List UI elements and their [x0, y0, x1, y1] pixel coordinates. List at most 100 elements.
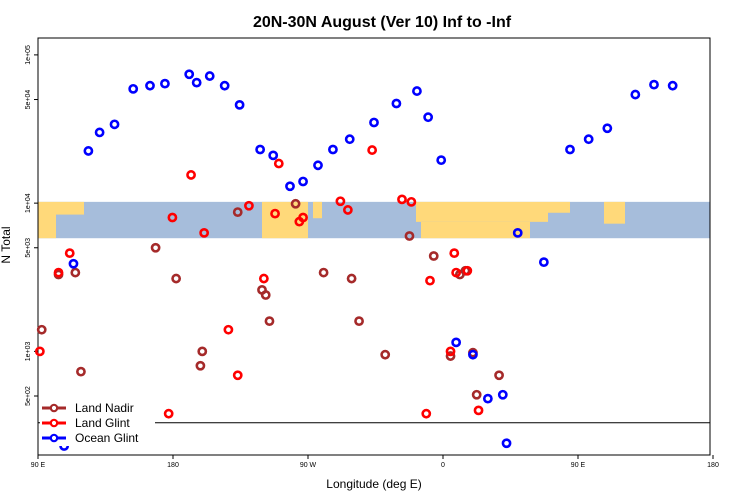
point-ocean-glint — [94, 127, 105, 138]
point-ocean-glint — [667, 80, 678, 91]
point-ocean-glint — [191, 77, 202, 88]
legend-marker-land-glint — [49, 418, 59, 428]
x-tick-label: 0 — [441, 462, 445, 469]
legend-label-ocean-glint: Ocean Glint — [75, 431, 139, 445]
x-tick-label: 180 — [707, 462, 719, 469]
point-land-nadir — [76, 366, 86, 377]
point-ocean-glint — [184, 69, 195, 80]
point-land-glint — [273, 158, 284, 169]
point-ocean-glint — [219, 80, 230, 91]
point-land-glint — [258, 273, 269, 284]
point-ocean-glint — [391, 98, 402, 109]
point-land-nadir — [346, 273, 357, 284]
point-ocean-glint — [204, 71, 215, 81]
point-land-nadir — [428, 251, 439, 261]
x-tick-label: 90 W — [300, 462, 317, 469]
map-land-5 — [421, 221, 530, 239]
point-ocean-glint — [468, 349, 478, 360]
point-land-glint — [199, 227, 210, 238]
point-ocean-glint — [412, 86, 422, 96]
x-tick-label: 180 — [167, 462, 179, 469]
point-land-nadir — [445, 351, 456, 361]
point-ocean-glint — [328, 144, 338, 155]
point-ocean-glint — [497, 389, 508, 400]
legend-entry-land-glint: Land Glint — [42, 416, 130, 430]
y-axis: 5e+02 1e+03 5e+03 1e+04 5e+04 1e+05 — [25, 45, 38, 406]
y-tick-label: 5e+04 — [25, 90, 32, 110]
y-tick-label: 1e+04 — [25, 193, 32, 213]
x-tick-label: 90 E — [31, 462, 46, 469]
y-tick-label: 1e+05 — [25, 45, 32, 65]
point-ocean-glint — [583, 134, 594, 145]
map-land-7 — [604, 201, 625, 224]
point-land-glint — [445, 346, 456, 357]
point-ocean-glint — [565, 144, 575, 155]
point-land-glint — [186, 170, 196, 180]
point-land-glint — [163, 408, 174, 419]
point-ocean-glint — [268, 150, 279, 161]
point-ocean-glint — [234, 99, 245, 110]
data-points-layer — [34, 69, 678, 451]
x-tick-label: 90 E — [571, 462, 586, 469]
legend-marker-ocean-glint — [49, 433, 59, 443]
point-land-nadir — [380, 349, 391, 360]
series-ocean-glint — [59, 69, 678, 451]
point-land-glint — [397, 194, 407, 205]
map-land-0 — [38, 201, 56, 239]
point-ocean-glint — [128, 83, 139, 94]
legend-entry-land-nadir: Land Nadir — [42, 401, 134, 415]
point-ocean-glint — [313, 160, 323, 171]
point-land-nadir — [195, 360, 206, 371]
legend-entry-ocean-glint: Ocean Glint — [42, 431, 139, 445]
map-land-4 — [416, 201, 548, 222]
legend-label-land-glint: Land Glint — [75, 416, 130, 430]
y-tick-label: 5e+02 — [25, 386, 32, 406]
point-land-glint — [244, 200, 254, 211]
point-ocean-glint — [451, 337, 462, 348]
point-ocean-glint — [83, 146, 94, 156]
point-ocean-glint — [68, 258, 79, 269]
point-ocean-glint — [482, 393, 493, 404]
point-land-glint — [232, 370, 243, 381]
point-ocean-glint — [344, 134, 355, 145]
point-ocean-glint — [538, 257, 549, 268]
point-ocean-glint — [298, 176, 308, 187]
point-land-nadir — [264, 316, 275, 327]
y-tick-label: 5e+03 — [25, 238, 32, 258]
y-tick-label: 1e+03 — [25, 341, 32, 361]
point-land-nadir — [471, 389, 482, 400]
point-ocean-glint — [145, 80, 155, 91]
point-ocean-glint — [512, 227, 523, 238]
point-land-nadir — [290, 198, 301, 209]
x-axis: 90 E 180 90 W 0 90 E 180 — [31, 455, 719, 469]
point-land-glint — [449, 248, 460, 259]
point-land-glint — [451, 267, 462, 278]
point-land-glint — [335, 196, 346, 207]
series-land-glint — [34, 145, 484, 419]
point-land-nadir — [232, 207, 243, 218]
map-ocean — [38, 201, 710, 239]
point-ocean-glint — [369, 117, 379, 128]
point-land-glint — [342, 205, 353, 215]
point-ocean-glint — [436, 155, 447, 166]
y-axis-label: N Total — [0, 226, 13, 263]
point-land-nadir — [260, 290, 271, 300]
point-ocean-glint — [285, 181, 295, 192]
point-land-nadir — [197, 346, 208, 357]
chart-title: 20N-30N August (Ver 10) Inf to -Inf — [253, 14, 512, 31]
point-land-glint — [473, 405, 484, 416]
point-land-nadir — [171, 273, 182, 284]
point-ocean-glint — [602, 123, 613, 134]
point-land-nadir — [36, 324, 47, 335]
legend-marker-land-nadir — [49, 403, 59, 413]
point-land-glint — [223, 324, 234, 335]
point-land-nadir — [150, 242, 161, 253]
point-land-glint — [425, 275, 435, 286]
point-land-glint — [421, 408, 432, 419]
point-land-glint — [270, 208, 280, 219]
point-ocean-glint — [423, 112, 434, 123]
point-ocean-glint — [109, 119, 120, 130]
legend-label-land-nadir: Land Nadir — [75, 401, 134, 415]
world-map-strip — [38, 201, 710, 239]
